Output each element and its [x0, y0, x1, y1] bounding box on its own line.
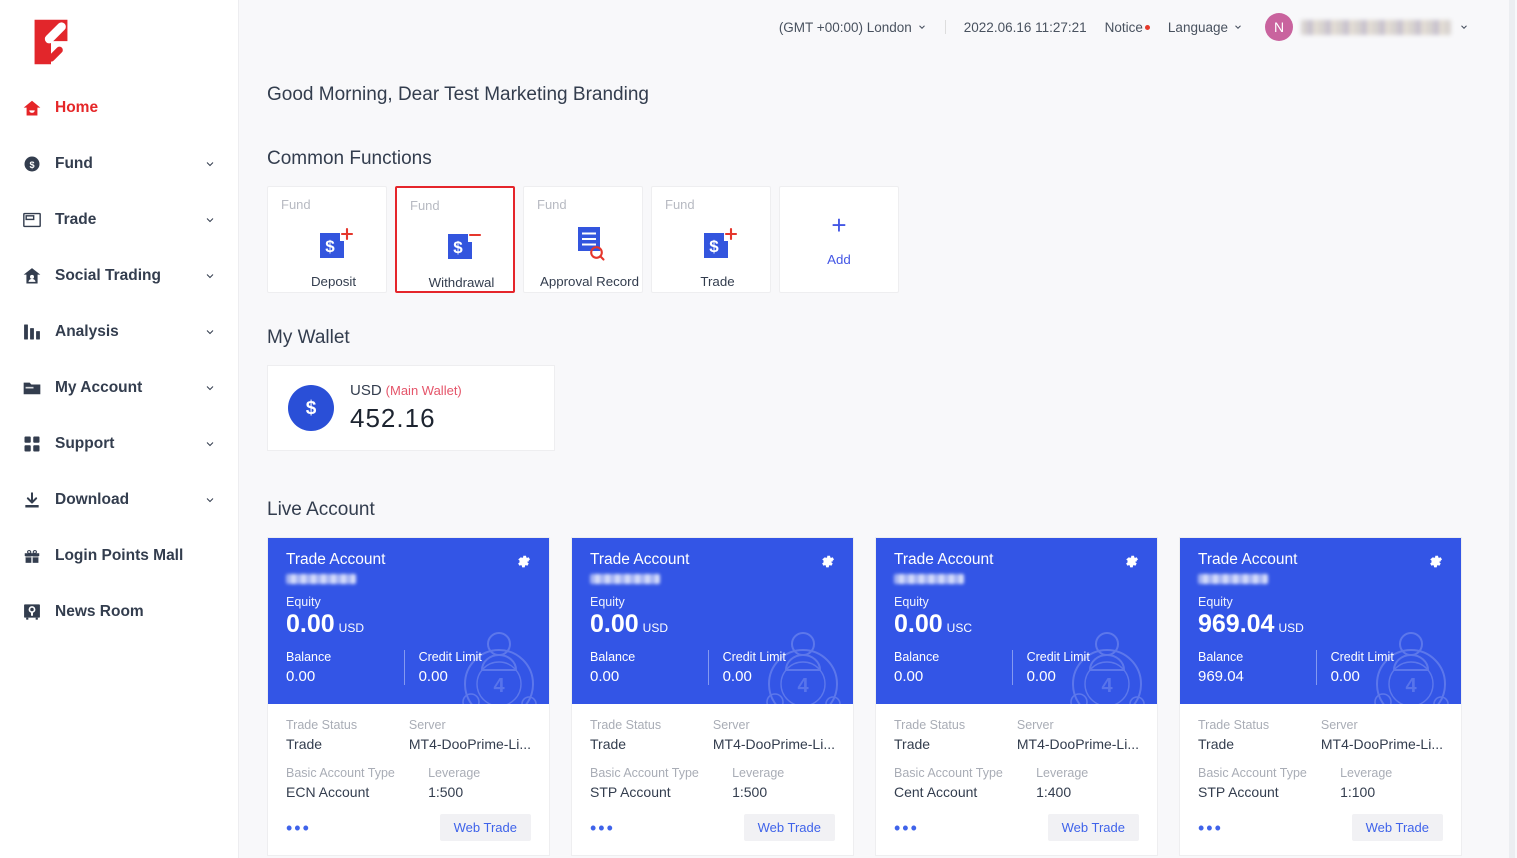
svg-text:4: 4: [797, 675, 809, 697]
svg-text:4: 4: [1101, 675, 1113, 697]
svg-text:$: $: [325, 237, 335, 256]
svg-text:$: $: [709, 237, 719, 256]
svg-text:$: $: [453, 238, 463, 257]
svg-text:$: $: [306, 398, 317, 419]
svg-text:4: 4: [493, 675, 505, 697]
svg-text:$: $: [29, 160, 34, 170]
svg-text:4: 4: [1405, 675, 1417, 697]
